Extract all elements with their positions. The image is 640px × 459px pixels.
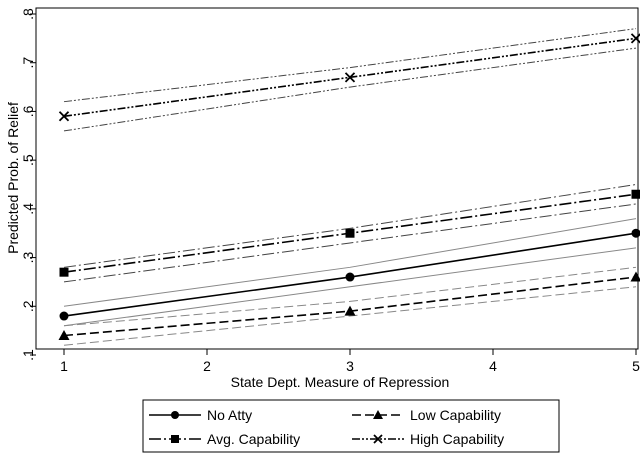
data-point-x <box>373 434 383 444</box>
data-point-triangle <box>630 271 640 282</box>
x-axis: 1 2 3 4 5 <box>60 349 640 374</box>
plot-frame <box>35 7 639 350</box>
y-tick-label: .5 <box>20 154 36 166</box>
series-markers <box>58 33 640 341</box>
data-point-triangle <box>344 305 356 316</box>
y-tick-label: .8 <box>20 8 36 20</box>
legend-label: No Atty <box>207 407 252 423</box>
y-axis: .1 .2 .3 .4 .5 .6 .7 .8 <box>20 8 36 361</box>
data-point-square <box>345 228 355 238</box>
y-tick-label: .2 <box>20 300 36 312</box>
data-point-circle <box>59 311 69 321</box>
data-point-x <box>630 33 640 44</box>
ci-line <box>63 203 637 283</box>
y-tick-label: .7 <box>20 57 36 69</box>
ci-line <box>63 247 637 327</box>
legend-box <box>142 399 560 453</box>
data-point-square <box>59 267 69 277</box>
data-point-square <box>171 435 179 443</box>
ci-line <box>63 266 637 327</box>
data-point-circle <box>171 411 179 419</box>
ci-line <box>63 218 637 307</box>
ci-line <box>63 184 637 268</box>
y-tick-label: .1 <box>20 349 36 361</box>
y-tick-label: .4 <box>20 203 36 215</box>
y-axis-title: Predicted Prob. of Relief <box>5 102 21 254</box>
x-tick-label: 5 <box>632 358 640 374</box>
x-tick-label: 1 <box>60 358 68 374</box>
ci-line <box>63 47 637 132</box>
data-point-circle <box>345 272 355 282</box>
y-tick-label: .6 <box>20 105 36 117</box>
data-point-square <box>631 189 640 199</box>
data-point-x <box>344 72 356 83</box>
ci-line <box>63 286 637 346</box>
data-point-x <box>58 111 70 122</box>
legend-label: High Capability <box>410 431 504 447</box>
confidence-bands <box>63 28 637 346</box>
series-lines <box>63 37 637 337</box>
legend-label: Low Capability <box>410 407 501 423</box>
ci-line <box>63 28 637 103</box>
legend-label: Avg. Capability <box>207 431 300 447</box>
legend: No Atty Low Capability Avg. Capability High… <box>149 407 504 447</box>
x-tick-label: 2 <box>203 358 211 374</box>
x-tick-label: 4 <box>489 358 497 374</box>
y-tick-label: .3 <box>20 252 36 264</box>
data-point-triangle <box>58 330 70 341</box>
x-tick-label: 3 <box>346 358 354 374</box>
data-point-triangle <box>373 410 383 419</box>
x-axis-title: State Dept. Measure of Repression <box>231 374 450 390</box>
data-point-circle <box>631 228 640 238</box>
